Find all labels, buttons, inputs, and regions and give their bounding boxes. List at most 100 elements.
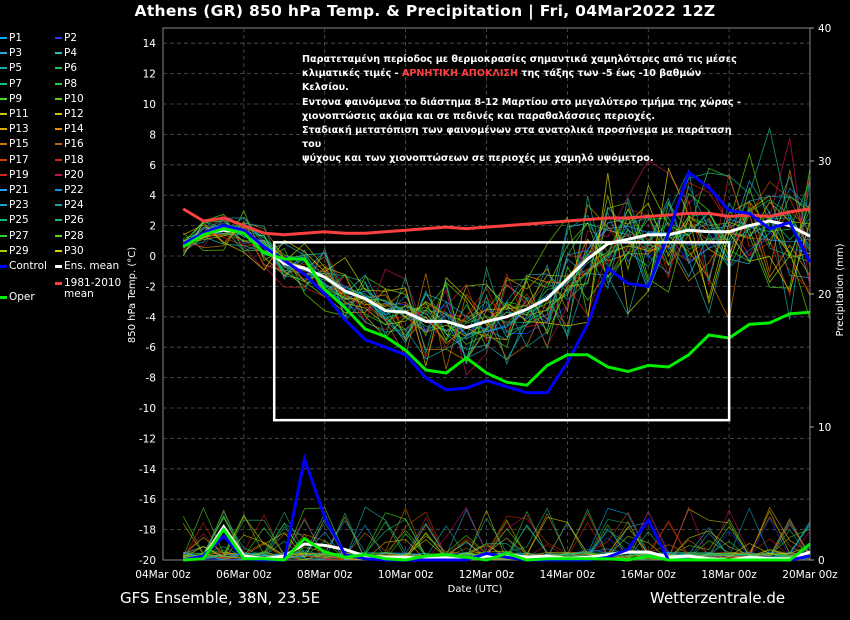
legend-swatch xyxy=(0,204,7,207)
legend-label: Ens. mean xyxy=(64,260,120,272)
legend-item-p4: P4 xyxy=(55,47,77,59)
legend-item-p29: P29 xyxy=(0,245,29,257)
legend-swatch xyxy=(55,249,62,252)
legend-label: P4 xyxy=(64,47,78,60)
legend-item-p7: P7 xyxy=(0,78,22,90)
note-line-2-b: της τάξης των -5 έως -10 βαθμών Κελσίου. xyxy=(302,68,702,94)
legend-label: P5 xyxy=(9,62,23,75)
legend-swatch xyxy=(0,37,7,39)
legend-swatch xyxy=(55,113,62,115)
legend-label: P12 xyxy=(64,108,84,120)
legend-label: P19 xyxy=(9,168,29,181)
legend-label: Control xyxy=(9,260,47,272)
legend-swatch xyxy=(55,219,62,222)
legend-label: P6 xyxy=(64,62,78,75)
footer-site: Wetterzentrale.de xyxy=(650,589,786,607)
legend-label: Oper xyxy=(9,291,35,304)
legend-item-p9: P9 xyxy=(0,93,22,105)
legend-item-p27: P27 xyxy=(0,230,29,242)
legend-item-p3: P3 xyxy=(0,47,22,59)
legend-swatch xyxy=(0,82,7,85)
y-tick-label: -12 xyxy=(139,433,156,445)
legend-item-p20: P20 xyxy=(55,169,84,181)
x-tick-label: 20Mar 00z xyxy=(782,569,838,581)
x-tick-label: 16Mar 00z xyxy=(621,569,677,581)
legend-label: P23 xyxy=(9,199,29,212)
note-line-3: Εντονα φαινόμενα το διάστημα 8-12 Μαρτίο… xyxy=(302,96,741,108)
note-line-2: κλιματικές τιμές - ΑΡΝΗΤΙΚΗ ΑΠΟΚΛΙΣΗ της… xyxy=(302,67,742,95)
legend-item-p6: P6 xyxy=(55,62,77,74)
y-tick-label: 6 xyxy=(149,160,156,172)
legend-item-p21: P21 xyxy=(0,184,29,196)
legend-label: P22 xyxy=(64,184,84,196)
x-tick-label: 08Mar 00z xyxy=(297,569,353,581)
y2-tick-label: 40 xyxy=(818,23,831,35)
legend-swatch xyxy=(0,173,7,176)
ensemble-line-p25 xyxy=(182,126,811,365)
x-tick-label: 14Mar 00z xyxy=(540,569,596,581)
y-tick-label: 10 xyxy=(143,99,156,111)
legend-item-ens-mean: Ens. mean xyxy=(55,260,119,272)
y-tick-label: 8 xyxy=(149,129,156,141)
ensemble-line-p28 xyxy=(182,186,811,348)
legend-swatch xyxy=(55,52,62,55)
legend-swatch xyxy=(0,264,7,268)
legend-item-p2: P2 xyxy=(55,32,77,44)
y-axis-label: 850 hPa Temp. (°C) xyxy=(127,247,138,343)
legend-item-p10: P10 xyxy=(55,93,84,105)
legend-item-p12: P12 xyxy=(55,108,84,120)
legend-swatch xyxy=(0,52,7,55)
legend-item-p1: P1 xyxy=(0,32,22,44)
legend-swatch xyxy=(55,82,62,85)
note-line-6: ψύχους και των χιονοπτώσεων σε περιοχές … xyxy=(302,153,654,165)
legend-swatch xyxy=(55,128,62,131)
highlight-box xyxy=(272,241,731,422)
legend-label: P13 xyxy=(9,123,29,136)
legend-label: P14 xyxy=(64,123,84,136)
series-line-control xyxy=(182,169,812,395)
legend-label: P7 xyxy=(9,77,23,90)
y-tick-label: -18 xyxy=(139,525,156,537)
legend-label: P16 xyxy=(64,138,84,151)
legend-swatch xyxy=(55,234,62,237)
y2-tick-label: 10 xyxy=(818,422,831,434)
legend-label: P20 xyxy=(64,168,84,181)
legend-swatch xyxy=(0,158,7,161)
ensemble-line-p18 xyxy=(182,181,811,349)
legend-label: P17 xyxy=(9,153,29,166)
y-tick-label: 2 xyxy=(149,221,156,233)
y2-tick-label: 30 xyxy=(818,156,831,168)
note-line-4: χιονοπτώσεις ακόμα και σε πεδινές και πα… xyxy=(302,110,656,122)
y-tick-label: -14 xyxy=(139,464,156,476)
legend-label: P2 xyxy=(64,32,78,44)
legend-item-p26: P26 xyxy=(55,214,84,226)
legend-swatch xyxy=(55,189,62,191)
legend-label-line2: mean xyxy=(64,288,94,301)
note-line-5: Σταδιακή μετατόπιση των φαινομένων στα α… xyxy=(302,125,732,151)
series-line-1981-2010-mean xyxy=(182,207,811,237)
legend-swatch xyxy=(55,204,62,207)
legend-swatch xyxy=(55,281,62,285)
legend-label: P9 xyxy=(9,92,23,105)
legend-swatch xyxy=(55,67,62,70)
y-tick-label: -8 xyxy=(146,373,156,385)
y-tick-label: -6 xyxy=(146,342,157,354)
precip-line-oper xyxy=(183,526,811,562)
legend-item-p19: P19 xyxy=(0,169,29,181)
main-series xyxy=(182,169,812,562)
x-tick-label: 18Mar 00z xyxy=(701,569,757,581)
legend-swatch xyxy=(0,234,7,237)
series-line-oper xyxy=(182,227,811,387)
ensemble-precip-p26 xyxy=(183,511,811,561)
legend-item-p30: P30 xyxy=(55,245,84,257)
legend-item-p28: P28 xyxy=(55,230,84,242)
ensemble-line-p19 xyxy=(182,172,811,359)
chart-title: Athens (GR) 850 hPa Temp. & Precipitatio… xyxy=(134,2,716,20)
y-tick-label: -2 xyxy=(146,281,156,293)
legend-swatch xyxy=(55,143,62,146)
legend-swatch xyxy=(55,37,62,39)
y-tick-label: -16 xyxy=(139,494,156,506)
footer-model-info: GFS Ensemble, 38N, 23.5E xyxy=(120,589,321,607)
legend-label: P10 xyxy=(64,92,84,105)
